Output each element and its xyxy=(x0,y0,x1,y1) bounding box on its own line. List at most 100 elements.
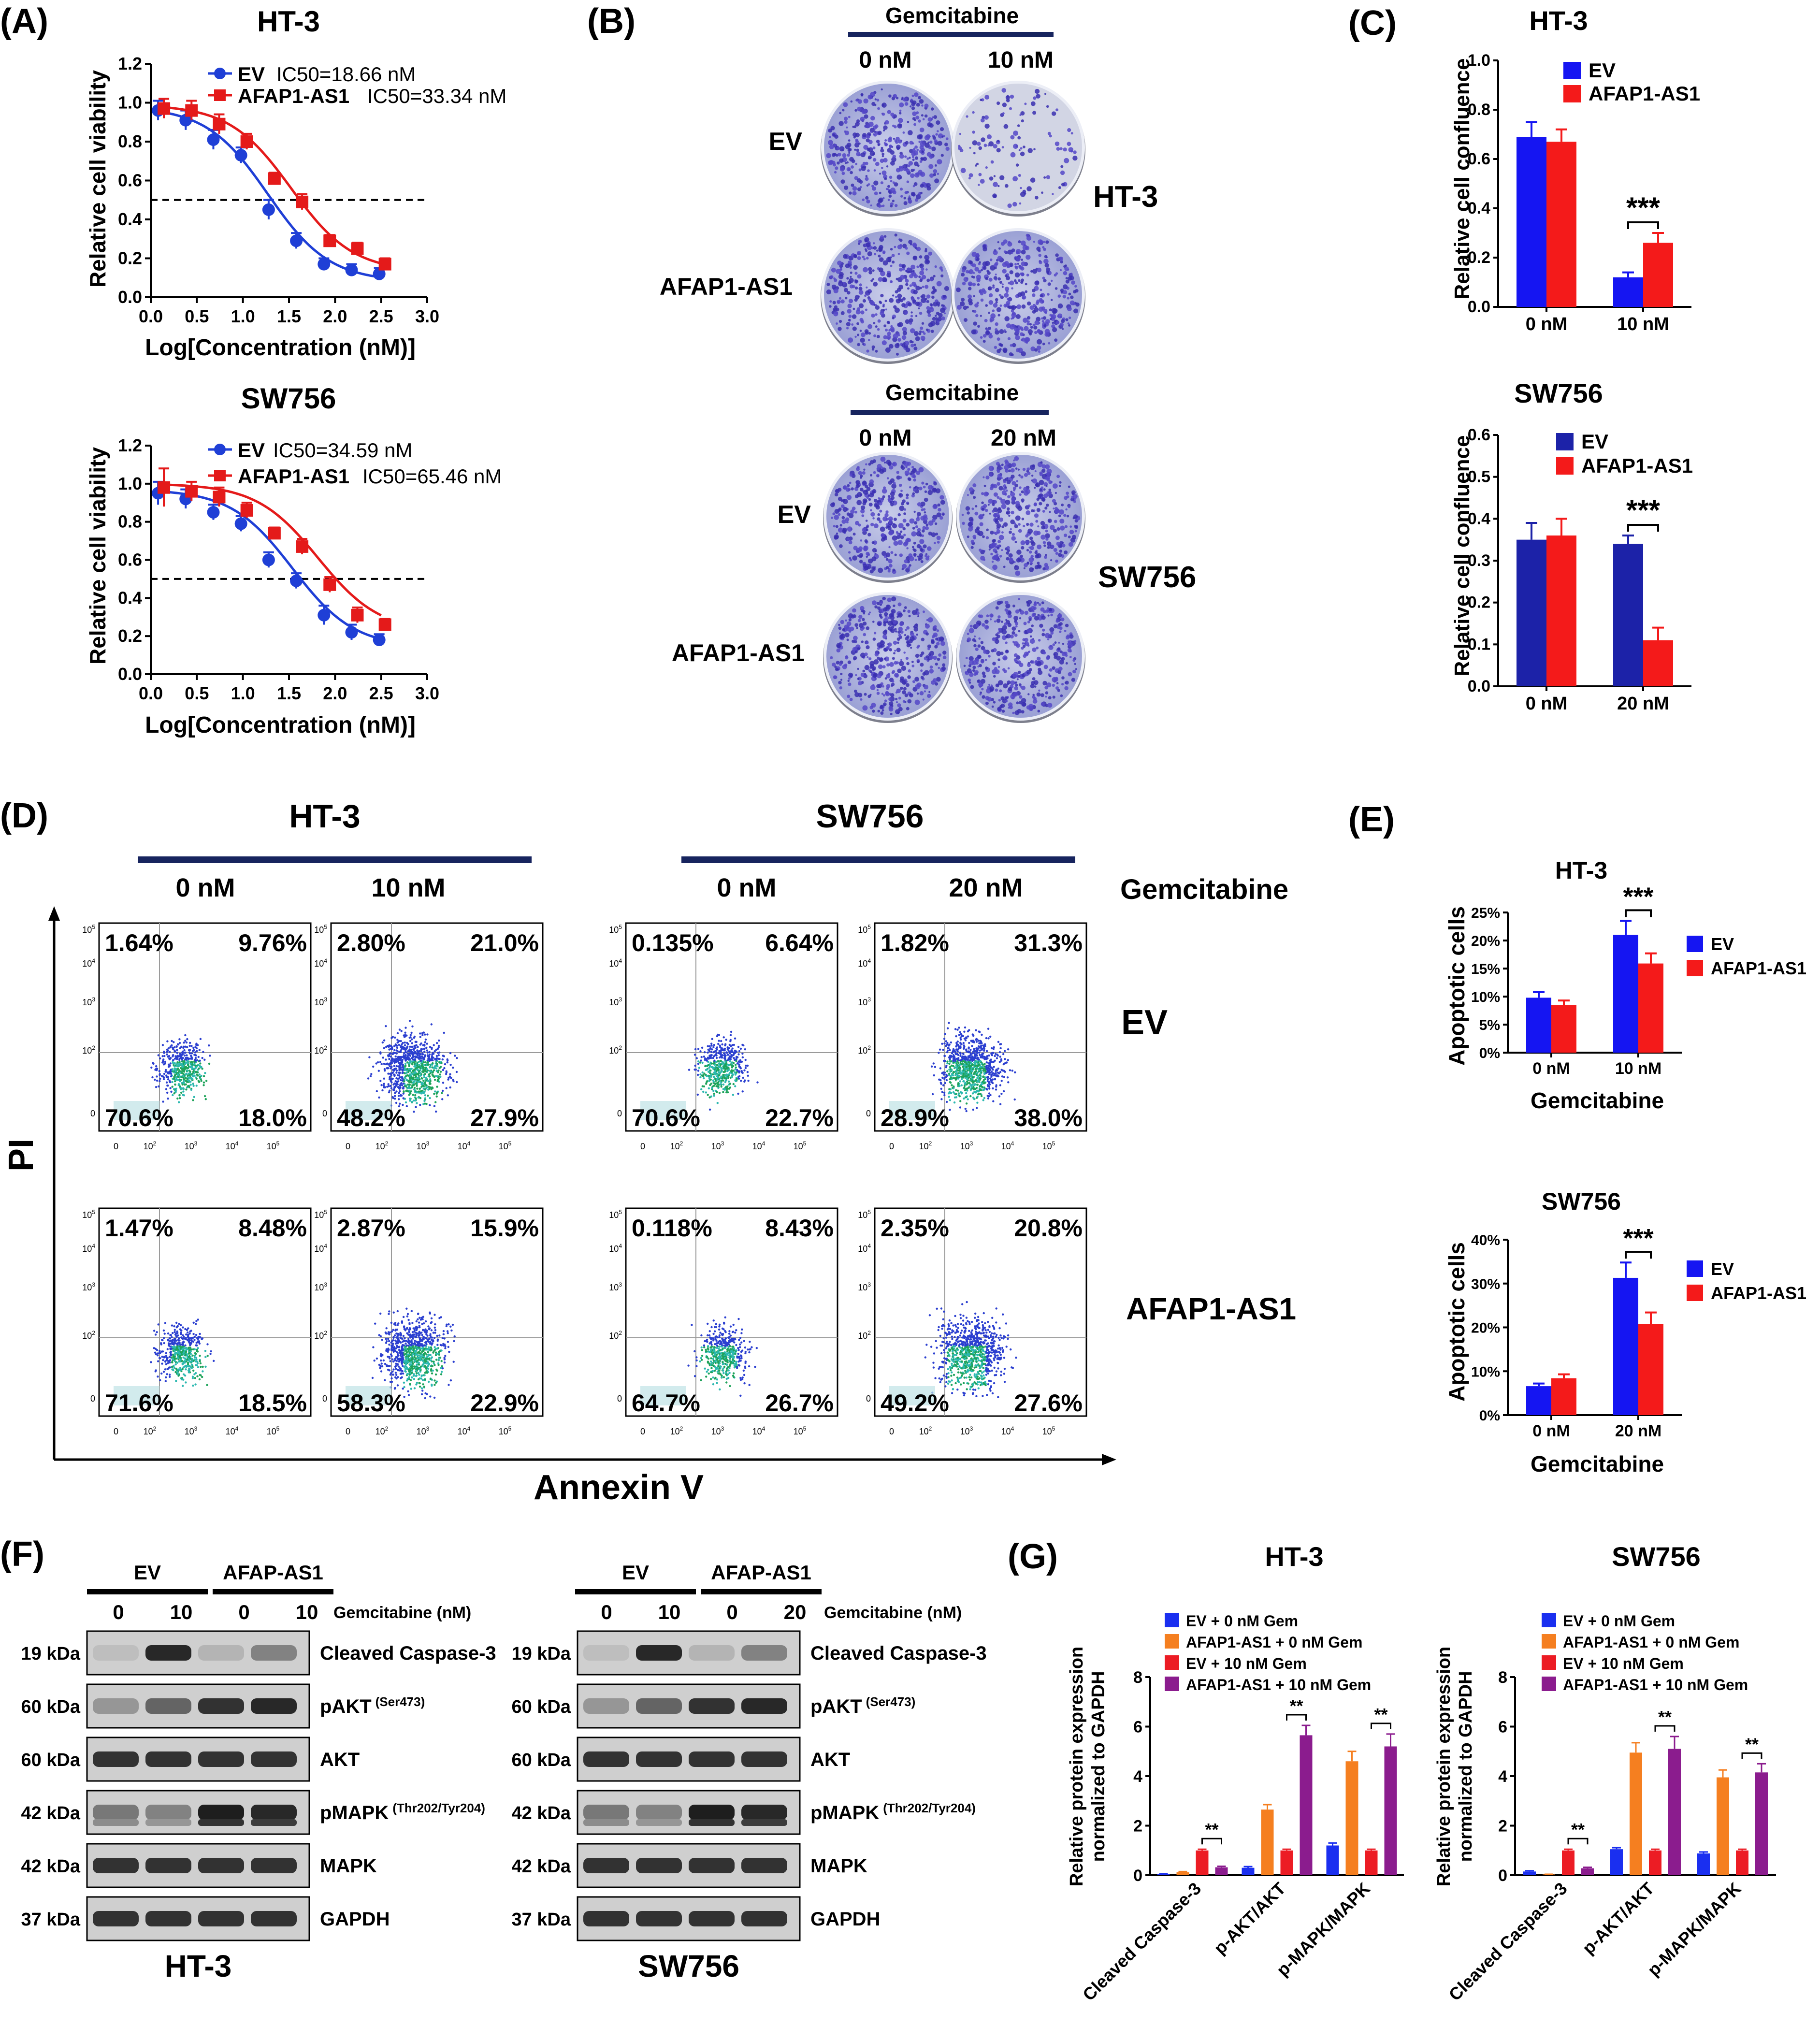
colony xyxy=(1065,277,1068,280)
colony xyxy=(870,116,875,121)
colony xyxy=(995,322,998,326)
cell-event xyxy=(739,1047,742,1050)
colony xyxy=(919,127,924,132)
colony xyxy=(1046,541,1052,546)
colony xyxy=(978,146,982,150)
x-tick-label: 102 xyxy=(144,1140,157,1151)
cell-event xyxy=(713,1044,715,1046)
colony xyxy=(903,687,907,691)
cell-event xyxy=(161,1044,164,1046)
colony xyxy=(914,246,917,249)
colony xyxy=(1048,342,1051,345)
colony xyxy=(988,327,991,330)
colony xyxy=(991,561,994,563)
colony xyxy=(896,475,901,480)
colony xyxy=(852,608,856,613)
cell-event xyxy=(437,1069,440,1071)
cell-event xyxy=(735,1066,737,1069)
colony xyxy=(877,709,881,713)
colony xyxy=(933,655,937,660)
colony xyxy=(1064,525,1068,528)
cell-event xyxy=(163,1072,166,1075)
colony xyxy=(1002,112,1005,115)
colony xyxy=(879,615,881,618)
colony xyxy=(1041,601,1044,605)
colony xyxy=(1016,348,1020,353)
cell-event xyxy=(425,1103,428,1105)
colony xyxy=(963,305,968,310)
y-tick-label: 1.0 xyxy=(1468,51,1490,70)
colony xyxy=(885,604,891,610)
y-tick-label: 0.4 xyxy=(1468,199,1490,217)
colony xyxy=(1019,695,1023,699)
colony xyxy=(1017,292,1023,297)
colony xyxy=(927,313,931,317)
cell-event xyxy=(158,1085,160,1088)
colony xyxy=(1028,618,1032,622)
row-label: AFAP1-AS1 xyxy=(672,639,805,666)
colony xyxy=(977,644,981,648)
colony xyxy=(868,503,873,507)
dose-label: 0 nM xyxy=(175,873,235,902)
cell-event xyxy=(197,1071,199,1074)
colony xyxy=(1010,680,1015,685)
colony xyxy=(982,695,985,699)
colony xyxy=(1058,514,1061,518)
colony xyxy=(920,264,922,266)
colony xyxy=(1018,474,1021,477)
colony xyxy=(836,307,839,311)
colony xyxy=(1012,202,1017,207)
colony xyxy=(877,673,882,679)
colony xyxy=(848,116,851,118)
colony xyxy=(1032,323,1036,327)
cell-event xyxy=(171,1040,173,1042)
colony xyxy=(894,182,898,187)
colony xyxy=(854,298,858,302)
colony xyxy=(842,153,847,158)
colony xyxy=(900,530,903,533)
colony xyxy=(1036,553,1041,559)
colony xyxy=(912,111,917,116)
colony xyxy=(839,146,845,152)
colony xyxy=(866,487,871,492)
dose-label: 0 nM xyxy=(859,47,911,73)
colony xyxy=(883,657,886,660)
colony xyxy=(909,473,912,476)
colony xyxy=(1052,327,1057,333)
colony xyxy=(934,625,937,628)
colony xyxy=(849,697,853,701)
colony xyxy=(917,615,920,617)
colony xyxy=(990,160,994,164)
colony xyxy=(997,474,1002,478)
colony xyxy=(913,343,916,347)
cell-event xyxy=(443,1031,445,1034)
colony xyxy=(861,332,866,337)
colony xyxy=(833,525,836,528)
colony xyxy=(902,131,905,134)
colony xyxy=(913,346,918,350)
colony xyxy=(914,92,919,97)
colony xyxy=(1040,461,1043,464)
colony xyxy=(1024,563,1028,567)
colony xyxy=(893,95,896,98)
colony xyxy=(876,474,880,478)
colony xyxy=(995,330,999,335)
cell-event xyxy=(427,1061,429,1063)
colony xyxy=(872,153,875,156)
colony xyxy=(928,691,931,693)
colony xyxy=(870,509,872,512)
cell-event xyxy=(197,1056,200,1058)
cell-event xyxy=(437,1052,439,1054)
cell-event xyxy=(399,1066,401,1068)
colony xyxy=(1055,253,1059,257)
colony xyxy=(980,118,985,123)
colony xyxy=(999,600,1003,604)
colony xyxy=(1014,686,1018,691)
cell-event xyxy=(711,1038,713,1040)
colony xyxy=(1050,613,1053,617)
colony xyxy=(872,269,875,272)
colony xyxy=(1054,274,1057,277)
colony xyxy=(903,512,906,515)
colony xyxy=(1058,484,1061,487)
colony xyxy=(1047,614,1050,617)
